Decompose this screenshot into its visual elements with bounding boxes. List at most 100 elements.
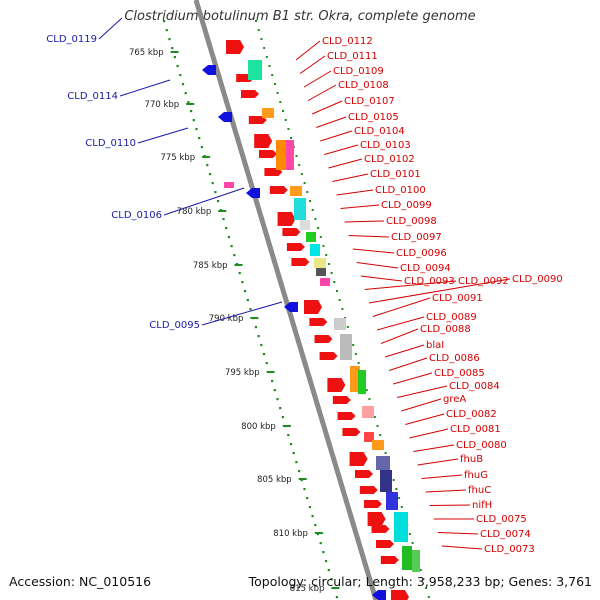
scale-dot — [327, 569, 330, 572]
right-gene-label: CLD_0099 — [381, 200, 432, 211]
forward-gene-arrow — [254, 134, 273, 148]
forward-gene-arrow — [241, 90, 259, 98]
right-gene-label: CLD_0086 — [429, 353, 480, 364]
forward-gene-arrow — [314, 335, 333, 343]
left-label-leader — [201, 301, 283, 326]
forward-gene-arrow — [286, 243, 305, 251]
scale-dot — [322, 245, 325, 247]
scale-dot — [298, 164, 301, 166]
feature-block — [300, 220, 310, 230]
right-gene-label: CLD_0104 — [354, 126, 405, 137]
right-gene-label: CLD_0097 — [391, 232, 442, 243]
scale-dot — [319, 236, 322, 238]
feature-block — [380, 470, 392, 492]
scale-tick-label: 770 kbp — [145, 100, 180, 110]
scale-dot — [233, 254, 236, 257]
right-gene-label: CLD_0075 — [476, 514, 527, 525]
scale-dot — [300, 173, 303, 175]
right-label-leader — [312, 100, 343, 115]
scale-tick-label: 795 kbp — [225, 368, 260, 378]
scale-dot — [284, 119, 287, 121]
scale-dot — [249, 308, 252, 311]
scale-dot — [295, 461, 298, 464]
scale-dot — [303, 488, 306, 491]
scale-dot — [254, 326, 257, 329]
scale-dot — [179, 74, 182, 77]
scale-dot — [208, 173, 212, 176]
forward-gene-arrow — [355, 470, 373, 478]
right-gene-label: CLD_0088 — [420, 324, 471, 335]
scale-dot — [314, 218, 317, 220]
right-label-leader — [405, 413, 445, 425]
scale-dot — [309, 200, 311, 202]
scale-dot — [198, 137, 201, 140]
scale-dot — [173, 56, 176, 59]
feature-block — [276, 140, 286, 170]
scale-dot — [265, 56, 268, 58]
feature-block — [316, 268, 326, 276]
scale-dot — [187, 101, 190, 104]
right-gene-label: fhuB — [460, 454, 483, 465]
right-gene-label: blaI — [426, 340, 444, 351]
right-label-leader — [332, 173, 369, 182]
scale-tick-label: 780 kbp — [177, 207, 212, 217]
scale-dot — [276, 398, 279, 401]
right-label-leader — [328, 158, 363, 169]
right-label-leader — [413, 444, 455, 452]
left-label-leader — [163, 187, 245, 216]
scale-dot — [392, 479, 395, 481]
feature-block — [306, 232, 316, 242]
scale-tick-label: 810 kbp — [273, 529, 308, 539]
right-label-leader — [324, 144, 359, 155]
scale-dot — [300, 479, 303, 482]
right-gene-label: CLD_0108 — [338, 80, 389, 91]
right-label-leader — [417, 458, 459, 466]
scale-dot — [425, 587, 428, 589]
scale-dot — [260, 38, 263, 40]
scale-dot — [422, 578, 425, 580]
scale-dot — [379, 434, 382, 436]
right-gene-label: CLD_0089 — [426, 312, 477, 323]
right-label-leader — [352, 248, 395, 254]
scale-tick-label: 775 kbp — [160, 153, 195, 163]
scale-dot — [225, 227, 228, 230]
feature-block — [412, 550, 420, 572]
scale-dot — [255, 20, 257, 22]
scale-dot — [246, 299, 249, 302]
scale-dot — [400, 506, 403, 508]
right-label-leader — [437, 532, 479, 535]
scale-dot — [327, 263, 330, 265]
scale-dot — [336, 290, 338, 292]
right-gene-label: CLD_0093 — [404, 276, 455, 287]
right-gene-label: CLD_0100 — [375, 185, 426, 196]
right-gene-label: CLD_0085 — [434, 368, 485, 379]
right-label-leader — [425, 489, 467, 493]
right-gene-label: fhuG — [464, 470, 488, 481]
feature-block — [372, 440, 384, 450]
left-gene-label: CLD_0119 — [46, 34, 97, 45]
forward-gene-arrow — [371, 525, 390, 533]
scale-dot — [335, 596, 338, 599]
feature-block — [334, 318, 346, 330]
right-label-leader — [380, 328, 419, 344]
scale-dot — [319, 542, 322, 545]
feature-block — [248, 60, 262, 80]
reverse-gene-arrow — [218, 112, 232, 122]
right-label-leader — [336, 189, 374, 196]
forward-gene-arrow — [380, 556, 399, 564]
scale-dot — [376, 425, 379, 427]
scale-dot — [295, 155, 298, 157]
scale-dot — [279, 407, 282, 410]
scale-dot — [314, 524, 317, 527]
scale-dot — [287, 128, 290, 130]
scale-dot — [298, 470, 301, 473]
forward-gene-arrow — [376, 540, 394, 548]
scale-dot — [311, 515, 314, 518]
scale-dot — [227, 236, 230, 239]
scale-dot — [276, 92, 279, 94]
right-gene-label: greA — [443, 394, 466, 405]
forward-gene-arrow — [277, 212, 296, 226]
scale-dot — [230, 245, 233, 248]
right-label-leader — [356, 262, 399, 269]
